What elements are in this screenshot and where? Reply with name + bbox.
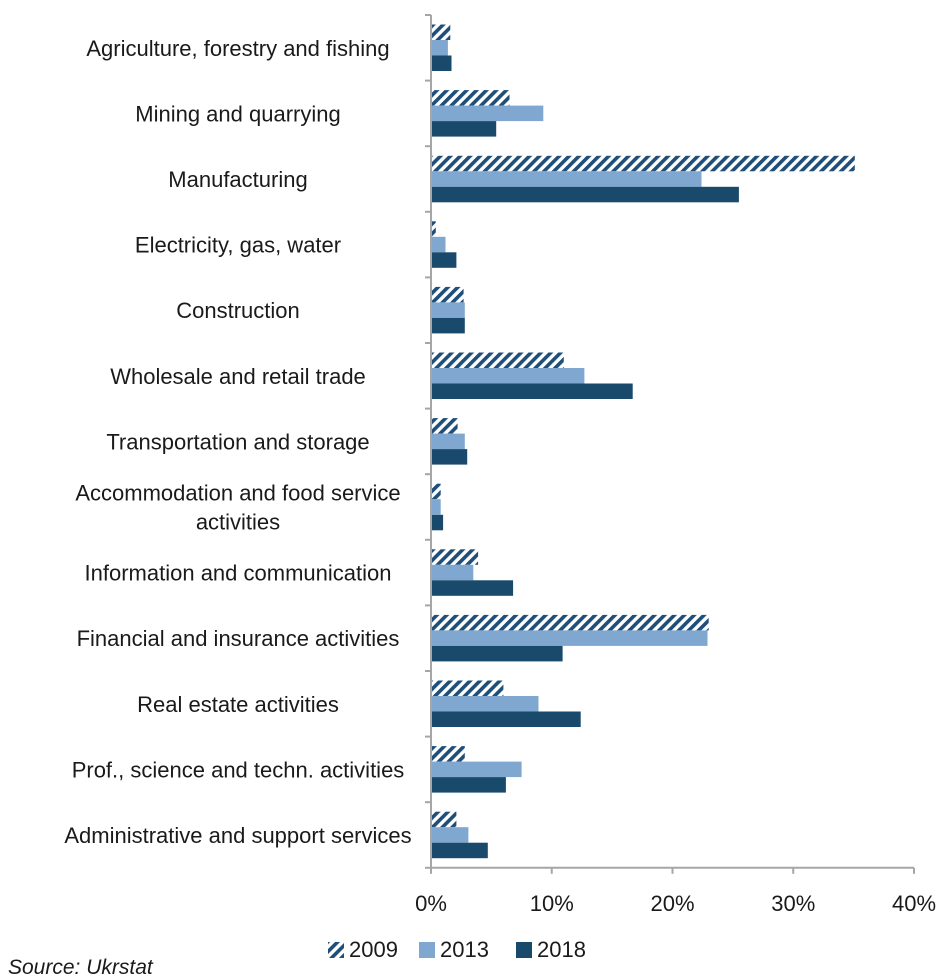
bar-2009-1 bbox=[431, 24, 451, 40]
x-tick-label: 20% bbox=[650, 891, 694, 916]
bar-2009-6 bbox=[431, 352, 564, 368]
category-label: Construction bbox=[176, 298, 300, 323]
legend-swatch-2009 bbox=[328, 942, 344, 958]
bar-2013-13 bbox=[431, 827, 469, 843]
category-label: Prof., science and techn. activities bbox=[72, 757, 405, 782]
legend-label-2018: 2018 bbox=[537, 937, 586, 962]
bar-2009-11 bbox=[431, 680, 504, 696]
bar-2013-4 bbox=[431, 236, 446, 253]
bar-2009-5 bbox=[431, 286, 464, 303]
bar-2009-9 bbox=[431, 549, 479, 565]
bar-2013-1 bbox=[431, 40, 448, 56]
axes bbox=[425, 14, 915, 874]
bar-2018-7 bbox=[431, 449, 468, 465]
category-label: Wholesale and retail trade bbox=[110, 364, 366, 389]
category-label: Financial and insurance activities bbox=[77, 626, 400, 651]
bar-2009-13 bbox=[431, 811, 457, 828]
bar-2009-12 bbox=[431, 746, 465, 762]
bar-2013-3 bbox=[431, 171, 702, 187]
bar-2018-12 bbox=[431, 777, 506, 793]
bar-2009-7 bbox=[431, 418, 458, 434]
legend-swatch-2013 bbox=[419, 942, 435, 958]
bar-2009-10 bbox=[431, 614, 709, 631]
category-label: Real estate activities bbox=[137, 692, 339, 717]
bar-2018-13 bbox=[431, 842, 488, 859]
bar-2018-10 bbox=[431, 645, 563, 662]
bar-2009-3 bbox=[431, 155, 855, 172]
bar-2013-7 bbox=[431, 433, 465, 450]
x-tick-label: 0% bbox=[415, 891, 447, 916]
bar-2013-6 bbox=[431, 368, 585, 384]
bar-2018-4 bbox=[431, 252, 457, 268]
category-label: Administrative and support services bbox=[64, 823, 411, 848]
category-label: Information and communication bbox=[85, 561, 392, 586]
bar-2013-9 bbox=[431, 564, 474, 581]
bar-2013-12 bbox=[431, 761, 522, 778]
bar-2009-2 bbox=[431, 90, 510, 106]
x-tick-label: 10% bbox=[530, 891, 574, 916]
bar-2018-2 bbox=[431, 121, 497, 137]
category-labels: Agriculture, forestry and fishing Mining … bbox=[64, 36, 411, 848]
bars-layer bbox=[431, 24, 855, 859]
bar-2018-8 bbox=[431, 514, 444, 531]
bar-2018-6 bbox=[431, 383, 633, 399]
category-label: Agriculture, forestry and fishing bbox=[86, 36, 389, 61]
bar-2018-3 bbox=[431, 186, 739, 203]
legend-swatch-2018 bbox=[516, 942, 532, 958]
category-label: Accommodation and food service activities bbox=[75, 481, 400, 535]
bar-2013-2 bbox=[431, 105, 544, 122]
bar-2018-9 bbox=[431, 580, 514, 596]
source-note: Source: Ukrstat bbox=[8, 956, 154, 977]
bar-2009-8 bbox=[431, 483, 441, 500]
category-label: Manufacturing bbox=[168, 167, 307, 192]
category-label: Electricity, gas, water bbox=[135, 233, 341, 258]
bar-2018-11 bbox=[431, 711, 581, 727]
legend-label-2013: 2013 bbox=[440, 937, 489, 962]
x-tick-labels: 0% 10% 20% 30% 40% bbox=[415, 891, 936, 916]
bar-2018-5 bbox=[431, 317, 465, 334]
category-label: Mining and quarrying bbox=[135, 101, 340, 126]
bar-2009-4 bbox=[431, 221, 436, 237]
legend: 2009 2013 2018 bbox=[328, 937, 586, 962]
x-tick-label: 30% bbox=[771, 891, 815, 916]
bar-2013-10 bbox=[431, 630, 708, 646]
x-tick-label: 40% bbox=[892, 891, 936, 916]
bar-2013-8 bbox=[431, 499, 441, 515]
category-label: Transportation and storage bbox=[106, 429, 369, 454]
bar-2013-11 bbox=[431, 696, 539, 712]
legend-label-2009: 2009 bbox=[349, 937, 398, 962]
bar-2013-5 bbox=[431, 302, 465, 318]
bar-2018-1 bbox=[431, 55, 452, 71]
